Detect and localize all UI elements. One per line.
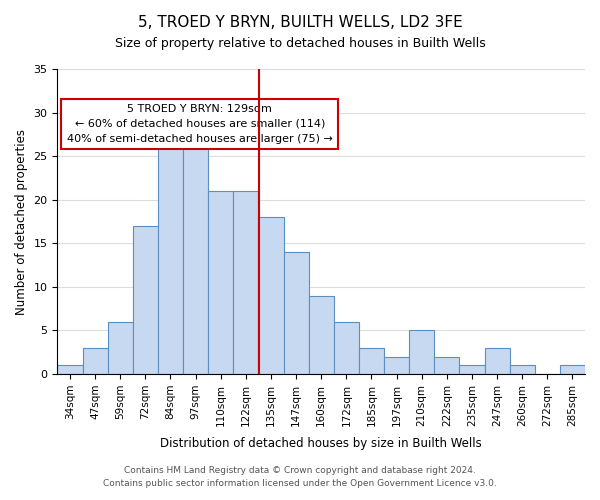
Bar [560,366,585,374]
Text: 5 TROED Y BRYN: 129sqm
← 60% of detached houses are smaller (114)
40% of semi-de: 5 TROED Y BRYN: 129sqm ← 60% of detached… [67,104,333,144]
Bar [107,322,133,374]
Bar [359,348,384,374]
Bar [133,226,158,374]
Bar [183,138,208,374]
Bar [509,366,535,374]
Bar [409,330,434,374]
Bar [58,366,83,374]
Bar [384,356,409,374]
Bar [233,191,259,374]
Bar [308,296,334,374]
X-axis label: Distribution of detached houses by size in Builth Wells: Distribution of detached houses by size … [160,437,482,450]
Y-axis label: Number of detached properties: Number of detached properties [15,128,28,314]
Bar [334,322,359,374]
Bar [284,252,308,374]
Bar [83,348,107,374]
Bar [208,191,233,374]
Bar [434,356,460,374]
Text: Contains HM Land Registry data © Crown copyright and database right 2024.
Contai: Contains HM Land Registry data © Crown c… [103,466,497,487]
Bar [259,217,284,374]
Bar [460,366,485,374]
Bar [485,348,509,374]
Text: 5, TROED Y BRYN, BUILTH WELLS, LD2 3FE: 5, TROED Y BRYN, BUILTH WELLS, LD2 3FE [137,15,463,30]
Bar [158,122,183,374]
Text: Size of property relative to detached houses in Builth Wells: Size of property relative to detached ho… [115,38,485,51]
